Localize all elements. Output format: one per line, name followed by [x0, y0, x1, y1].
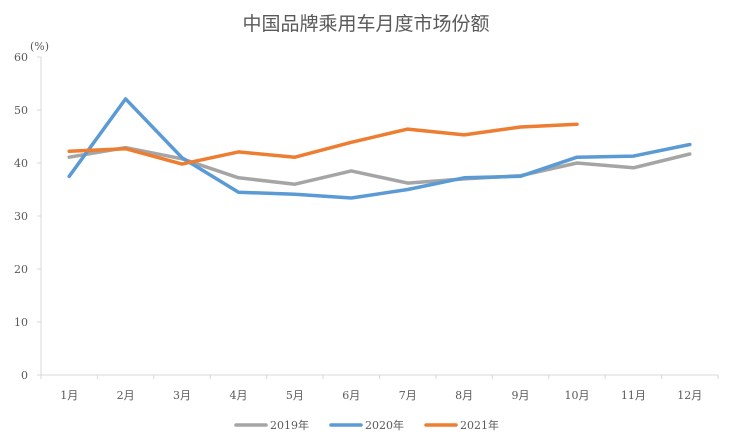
y-axis-ticks: 0 10 20 30 40 50 60 [14, 51, 41, 382]
x-tick-label: 5月 [286, 389, 304, 402]
series-line-2020年 [67, 97, 692, 200]
legend-label: 2021年 [460, 418, 499, 432]
x-tick-label: 7月 [399, 389, 417, 402]
x-tick-label: 1月 [60, 389, 78, 402]
y-tick-label: 60 [14, 51, 28, 64]
legend-item: 2021年 [424, 418, 499, 432]
series-lines [67, 97, 692, 200]
x-tick-label: 4月 [229, 389, 247, 402]
x-tick-label: 3月 [173, 389, 191, 402]
x-tick-label: 12月 [677, 389, 702, 402]
legend-label: 2019年 [270, 418, 309, 432]
x-tick-label: 2月 [117, 389, 135, 402]
x-axis-ticks: 1月 2月 3月 4月 5月 6月 7月 8月 9月 10月 11月 12月 [40, 375, 719, 402]
x-tick-label: 9月 [512, 389, 530, 402]
y-tick-label: 50 [14, 104, 28, 117]
x-tick-label: 6月 [342, 389, 360, 402]
y-tick-label: 30 [14, 210, 28, 223]
y-unit-label: (%) [30, 40, 49, 53]
chart-title: 中国品牌乘用车月度市场份额 [242, 13, 489, 35]
legend: 2019年 2020年 2021年 [234, 418, 499, 432]
y-tick-label: 20 [14, 263, 28, 276]
legend-item: 2020年 [329, 418, 404, 432]
x-tick-label: 11月 [621, 389, 646, 402]
y-tick-label: 10 [14, 316, 28, 329]
x-tick-label: 8月 [455, 389, 473, 402]
y-tick-label: 0 [21, 369, 28, 382]
series-line-2021年 [67, 122, 579, 166]
legend-item: 2019年 [234, 418, 309, 432]
series-line-2019年 [67, 145, 692, 186]
y-tick-label: 40 [14, 157, 28, 170]
legend-label: 2020年 [365, 418, 404, 432]
x-tick-label: 10月 [564, 389, 589, 402]
